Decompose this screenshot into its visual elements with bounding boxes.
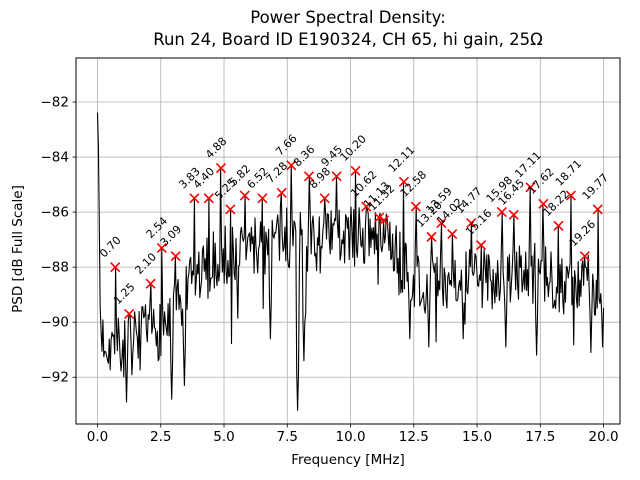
x-tick-label: 0.0	[87, 429, 108, 445]
x-tick-label: 2.5	[150, 429, 171, 445]
peak-marker	[257, 193, 268, 204]
peak-marker	[203, 193, 214, 204]
y-tick-label: −88	[41, 260, 70, 276]
peak-label: 2.10	[133, 250, 160, 277]
peak-label: 8.98	[307, 165, 334, 192]
x-tick-label: 17.5	[525, 429, 555, 445]
peak-label: 7.28	[264, 159, 291, 186]
x-tick-label: 20.0	[589, 429, 619, 445]
peak-label: 15.16	[463, 207, 494, 238]
peak-marker	[276, 187, 287, 198]
peak-label: 10.20	[338, 132, 369, 163]
chart-title: Power Spectral Density: Run 24, Board ID…	[76, 7, 620, 51]
peak-marker	[398, 176, 409, 187]
peak-marker	[565, 190, 576, 201]
peak-marker	[170, 251, 181, 262]
peak-marker	[538, 198, 549, 209]
x-tick-label: 15.0	[462, 429, 492, 445]
peak-marker	[145, 278, 156, 289]
y-tick-label: −92	[41, 370, 70, 386]
peak-marker	[331, 171, 342, 182]
peak-marker	[350, 165, 361, 176]
peak-label: 0.70	[97, 234, 124, 261]
y-tick-label: −90	[41, 315, 70, 331]
peak-marker	[189, 193, 200, 204]
peak-marker	[410, 201, 421, 212]
peak-marker	[286, 160, 297, 171]
peak-label: 18.71	[553, 157, 584, 188]
peak-marker	[496, 207, 507, 218]
peak-marker	[225, 204, 236, 215]
chart-title-line2: Run 24, Board ID E190324, CH 65, hi gain…	[153, 30, 543, 49]
peak-marker	[466, 218, 477, 229]
peak-label: 8.36	[291, 143, 318, 170]
peak-marker	[239, 190, 250, 201]
peak-marker	[156, 242, 167, 253]
peak-marker	[426, 231, 437, 242]
x-tick-label: 5.0	[213, 429, 234, 445]
peak-marker	[525, 182, 536, 193]
peak-marker	[592, 204, 603, 215]
y-tick-label: −86	[41, 205, 70, 221]
peak-marker	[508, 209, 519, 220]
x-tick-label: 7.5	[277, 429, 298, 445]
peak-marker	[374, 212, 385, 223]
yaxis-label: PSD [dB Full Scale]	[10, 185, 26, 313]
y-tick-label: −82	[41, 95, 70, 111]
chart-title-line1: Power Spectral Density:	[250, 8, 446, 27]
y-tick-label: −84	[41, 150, 70, 166]
peak-marker	[319, 193, 330, 204]
x-tick-label: 10.0	[335, 429, 365, 445]
peak-marker	[110, 262, 121, 273]
peak-marker	[215, 163, 227, 174]
xaxis-label: Frequency [MHz]	[291, 452, 405, 468]
x-tick-label: 12.5	[399, 429, 429, 445]
peak-marker	[124, 308, 135, 319]
peak-label: 12.11	[386, 143, 417, 174]
peak-marker	[476, 240, 487, 251]
peak-marker	[553, 220, 564, 231]
psd-trace	[96, 112, 605, 411]
peak-marker	[361, 201, 372, 212]
axes-box	[75, 57, 621, 425]
peak-marker	[303, 171, 315, 182]
peak-marker	[579, 251, 590, 262]
peak-marker	[378, 215, 389, 226]
peak-marker	[436, 218, 447, 229]
peak-label: 19.77	[580, 171, 611, 202]
peak-marker	[447, 229, 458, 240]
